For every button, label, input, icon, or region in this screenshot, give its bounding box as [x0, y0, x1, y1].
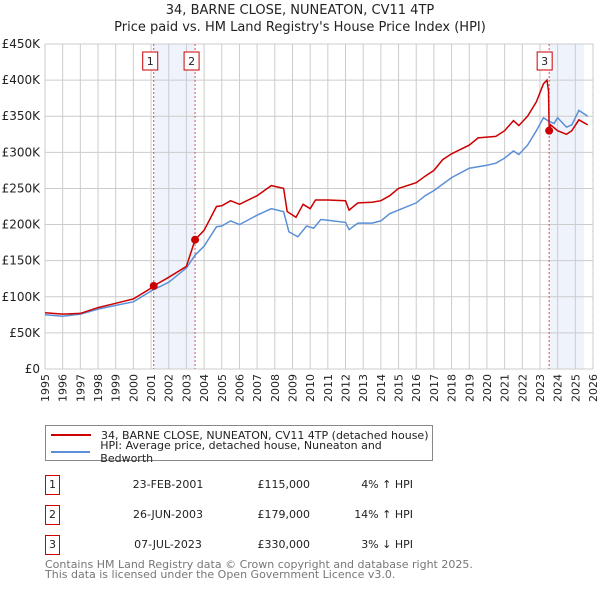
hpi-line: [44, 109, 589, 318]
transaction-row: 2 26-JUN-2003 £179,000 14% ↑ HPI: [45, 505, 445, 525]
footer: Contains HM Land Registry data © Crown c…: [45, 558, 473, 581]
x-tick-label: 2022: [516, 374, 529, 402]
sale-period-shade: [549, 44, 585, 369]
footer-licence: This data is licensed under the Open Gov…: [45, 568, 396, 581]
x-tick-label: 2009: [286, 374, 299, 402]
x-tick-label: 1996: [57, 374, 70, 402]
property-price-line: [44, 78, 589, 315]
x-tick-label: 2007: [251, 374, 264, 402]
footer-copyright: Contains HM Land Registry data © Crown c…: [45, 558, 473, 571]
y-tick-label: £400K: [2, 73, 42, 87]
transaction-number: 3: [45, 535, 60, 555]
transaction-hpi: 3% ↓ HPI: [361, 538, 413, 551]
legend: 34, BARNE CLOSE, NUNEATON, CV11 4TP (det…: [45, 425, 433, 465]
x-tick-label: 2014: [375, 374, 388, 402]
chart-subtitle: Price paid vs. HM Land Registry's House …: [114, 20, 486, 35]
x-tick-label: 1998: [92, 374, 105, 402]
sale-label: 1: [147, 55, 154, 68]
sale-period-shade: [153, 44, 196, 369]
y-tick-label: £150K: [2, 254, 42, 268]
x-tick-label: 2018: [446, 374, 459, 402]
x-tick-label: 2003: [180, 374, 193, 402]
y-tick-label: £100K: [2, 290, 42, 304]
x-tick-label: 2016: [410, 374, 423, 402]
x-tick-label: 2017: [428, 374, 441, 402]
transaction-number: 1: [45, 475, 60, 495]
x-tick-label: 2020: [481, 374, 494, 402]
x-tick-label: 2019: [463, 374, 476, 402]
x-tick-label: 2026: [587, 374, 600, 402]
x-tick-label: 1995: [39, 374, 52, 402]
x-tick-label: 2006: [233, 374, 246, 402]
y-tick-label: £200K: [2, 218, 42, 232]
transaction-price: £115,000: [257, 478, 311, 491]
transaction-date: 07-JUL-2023: [134, 538, 202, 551]
sale-point: [191, 235, 200, 244]
x-tick-label: 2013: [357, 374, 370, 402]
x-tick-label: 2005: [216, 374, 229, 402]
x-tick-label: 1997: [74, 374, 87, 402]
sale-label: 3: [541, 55, 548, 68]
transaction-number: 2: [45, 505, 60, 525]
x-tick-label: 2025: [569, 374, 582, 402]
y-tick-label: £350K: [2, 109, 42, 123]
transaction-hpi: 4% ↑ HPI: [361, 478, 413, 491]
sale-label-box: [536, 51, 553, 71]
sale-label: 2: [188, 55, 195, 68]
transaction-date: 26-JUN-2003: [132, 508, 204, 521]
legend-hpi-label: HPI: Average price, detached house, Nune…: [100, 439, 382, 465]
transaction-row: 1 23-FEB-2001 £115,000 4% ↑ HPI: [45, 475, 445, 495]
legend-hpi-swatch: [51, 451, 91, 453]
x-tick-label: 2008: [269, 374, 282, 402]
y-tick-label: £300K: [2, 145, 42, 159]
x-tick-label: 2001: [145, 374, 158, 402]
chart-title: 34, BARNE CLOSE, NUNEATON, CV11 4TP: [165, 3, 435, 18]
transaction-row: 3 07-JUL-2023 £330,000 3% ↓ HPI: [45, 535, 445, 555]
legend-property-label: 34, BARNE CLOSE, NUNEATON, CV11 4TP (det…: [101, 428, 429, 442]
x-tick-label: 2011: [322, 374, 335, 402]
transaction-price: £330,000: [257, 538, 311, 551]
sale-label-box: [183, 51, 200, 71]
y-tick-label: £50K: [9, 326, 41, 340]
x-tick-label: 2015: [393, 374, 406, 402]
y-tick-label: £250K: [2, 181, 42, 195]
transaction-price: £179,000: [257, 508, 311, 521]
y-tick-label: £450K: [2, 37, 42, 51]
x-tick-label: 2023: [534, 374, 547, 402]
x-tick-label: 1999: [110, 374, 123, 402]
y-tick-label: £0: [25, 362, 40, 376]
x-tick-label: 2012: [340, 374, 353, 402]
sale-label-box: [142, 51, 159, 71]
sale-point: [545, 126, 554, 135]
legend-property-swatch: [51, 434, 91, 436]
x-tick-label: 2010: [304, 374, 317, 402]
transaction-hpi: 14% ↑ HPI: [354, 508, 413, 521]
x-tick-label: 2000: [127, 374, 140, 402]
x-tick-label: 2024: [552, 374, 565, 402]
price-chart: 1995 1996 1997 1998 1999 2000 2001 2002 2003 2004…: [2, 37, 600, 402]
x-tick-label: 2004: [198, 374, 211, 402]
sale-point: [149, 281, 158, 290]
x-tick-label: 2021: [499, 374, 512, 402]
transaction-date: 23-FEB-2001: [132, 478, 204, 491]
x-tick-label: 2002: [163, 374, 176, 402]
